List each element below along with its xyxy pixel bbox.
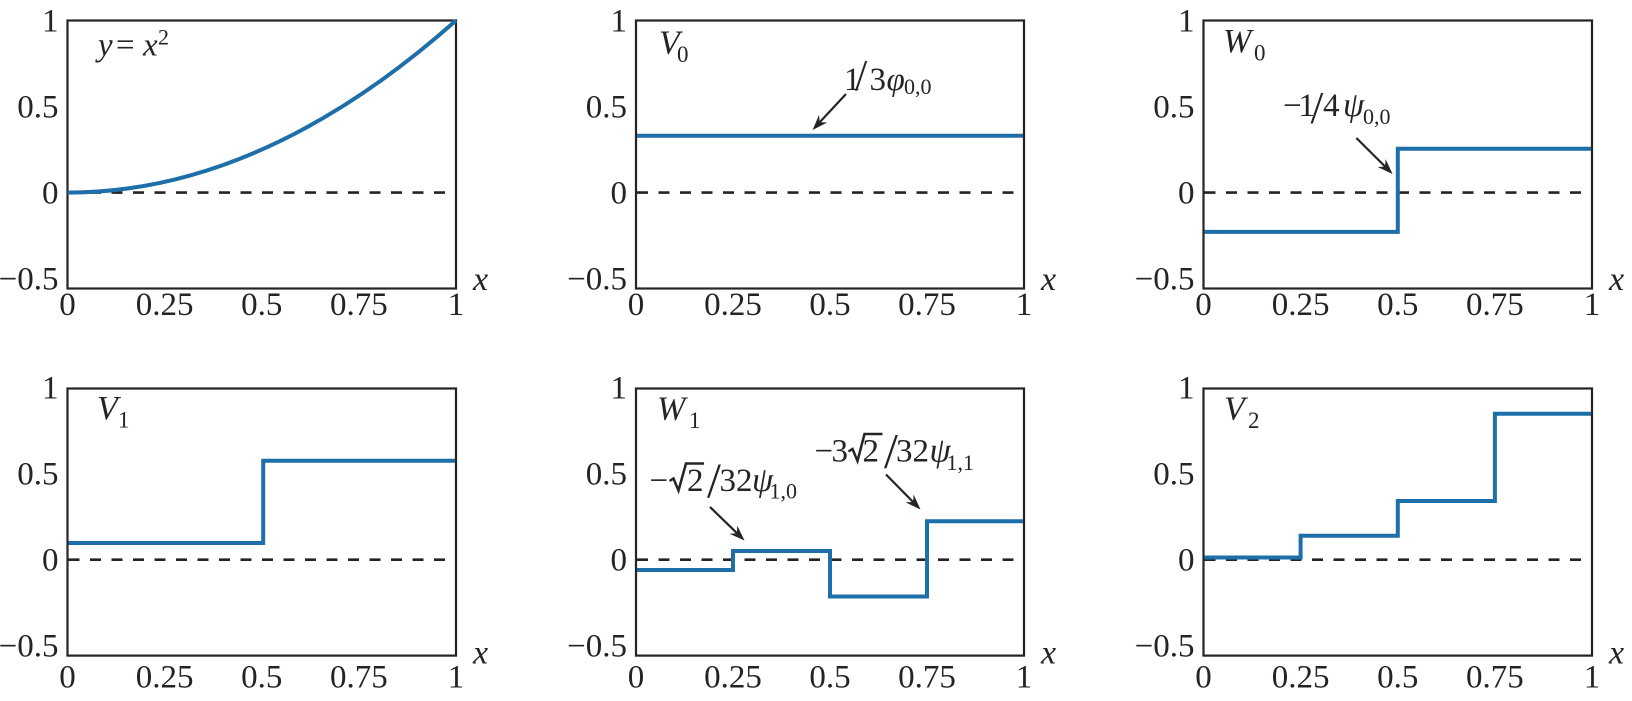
svg-text:1: 1 <box>118 408 130 433</box>
svg-text:32: 32 <box>720 463 753 499</box>
svg-text:0.5: 0.5 <box>809 287 850 323</box>
svg-text:/: / <box>707 452 721 508</box>
svg-text:x: x <box>1040 261 1056 298</box>
svg-text:=: = <box>116 28 135 64</box>
svg-text:0: 0 <box>1178 543 1195 579</box>
svg-text:W: W <box>657 391 688 428</box>
svg-text:ψ: ψ <box>752 462 774 499</box>
svg-text:1: 1 <box>689 408 701 433</box>
svg-text:0: 0 <box>677 42 689 67</box>
svg-text:0.75: 0.75 <box>898 287 956 323</box>
svg-text:0: 0 <box>628 287 645 323</box>
svg-text:0: 0 <box>59 287 76 323</box>
svg-text:1: 1 <box>42 4 59 40</box>
svg-text:0.5: 0.5 <box>809 660 850 696</box>
svg-text:x: x <box>1608 635 1624 672</box>
svg-text:0: 0 <box>611 543 628 579</box>
svg-text:4: 4 <box>1323 88 1340 124</box>
svg-text:φ: φ <box>887 62 905 98</box>
svg-text:y: y <box>95 28 113 64</box>
svg-text:1,1: 1,1 <box>947 450 975 475</box>
svg-text:1: 1 <box>448 660 465 696</box>
svg-text:1: 1 <box>611 4 628 40</box>
svg-text:2: 2 <box>863 434 880 470</box>
svg-text:x: x <box>1608 261 1624 298</box>
svg-text:0: 0 <box>42 176 59 212</box>
svg-text:−0.5: −0.5 <box>0 262 59 298</box>
svg-text:0.75: 0.75 <box>1466 287 1524 323</box>
svg-text:32: 32 <box>896 434 929 470</box>
svg-text:−: − <box>1283 88 1302 124</box>
svg-text:/: / <box>1311 82 1324 133</box>
svg-text:1: 1 <box>1016 287 1033 323</box>
svg-text:x: x <box>472 261 488 298</box>
svg-text:0.75: 0.75 <box>330 660 388 696</box>
svg-text:0.5: 0.5 <box>586 90 627 126</box>
svg-text:/: / <box>855 51 868 100</box>
svg-text:3: 3 <box>832 434 849 470</box>
svg-text:−0.5: −0.5 <box>1135 262 1195 298</box>
svg-text:−0.5: −0.5 <box>567 629 627 665</box>
svg-text:0,0: 0,0 <box>1363 104 1391 129</box>
svg-text:−: − <box>815 434 834 470</box>
svg-text:x: x <box>472 635 488 672</box>
svg-text:1: 1 <box>42 371 59 407</box>
svg-text:0.75: 0.75 <box>1466 660 1524 696</box>
svg-text:3: 3 <box>870 62 887 98</box>
svg-text:1: 1 <box>1016 660 1033 696</box>
svg-text:1: 1 <box>1178 4 1195 40</box>
svg-text:0: 0 <box>1254 41 1266 66</box>
svg-text:0.25: 0.25 <box>1272 660 1330 696</box>
svg-text:ψ: ψ <box>930 433 952 470</box>
svg-text:1: 1 <box>448 287 465 323</box>
svg-text:0.25: 0.25 <box>1272 287 1330 323</box>
svg-text:−: − <box>650 463 669 499</box>
svg-text:0.5: 0.5 <box>17 457 58 493</box>
svg-text:−0.5: −0.5 <box>567 262 627 298</box>
svg-text:0: 0 <box>1178 176 1195 212</box>
svg-text:0: 0 <box>59 660 76 696</box>
svg-text:2: 2 <box>1248 408 1260 433</box>
svg-text:0: 0 <box>628 660 645 696</box>
svg-text:0: 0 <box>1195 287 1212 323</box>
svg-text:1: 1 <box>844 62 861 98</box>
svg-text:/: / <box>884 423 898 479</box>
svg-text:1: 1 <box>1178 371 1195 407</box>
svg-text:0.5: 0.5 <box>586 457 627 493</box>
svg-text:0: 0 <box>611 176 628 212</box>
svg-text:1: 1 <box>1584 287 1601 323</box>
svg-text:ψ: ψ <box>1343 87 1365 124</box>
svg-text:0.25: 0.25 <box>704 287 762 323</box>
svg-text:0.5: 0.5 <box>1377 287 1418 323</box>
svg-text:0.5: 0.5 <box>1377 660 1418 696</box>
svg-text:0.75: 0.75 <box>898 660 956 696</box>
svg-text:W: W <box>1223 23 1254 60</box>
svg-text:0: 0 <box>1195 660 1212 696</box>
svg-text:0.5: 0.5 <box>241 287 282 323</box>
svg-text:−0.5: −0.5 <box>0 629 59 665</box>
svg-text:−0.5: −0.5 <box>1135 629 1195 665</box>
svg-text:0.75: 0.75 <box>330 287 388 323</box>
svg-text:0.5: 0.5 <box>1153 90 1194 126</box>
svg-text:0.5: 0.5 <box>17 90 58 126</box>
svg-text:1: 1 <box>1584 660 1601 696</box>
svg-text:1,0: 1,0 <box>770 479 798 504</box>
svg-text:1: 1 <box>1299 88 1316 124</box>
svg-text:x: x <box>142 28 158 64</box>
svg-text:0.25: 0.25 <box>704 660 762 696</box>
svg-text:0,0: 0,0 <box>904 74 932 99</box>
svg-text:2: 2 <box>158 25 169 50</box>
svg-text:x: x <box>1040 635 1056 672</box>
svg-text:2: 2 <box>687 463 704 499</box>
svg-text:0.5: 0.5 <box>1153 457 1194 493</box>
svg-text:0: 0 <box>42 543 59 579</box>
svg-text:0.5: 0.5 <box>241 660 282 696</box>
svg-text:0.25: 0.25 <box>136 287 194 323</box>
svg-text:0.25: 0.25 <box>136 660 194 696</box>
svg-text:1: 1 <box>611 371 628 407</box>
